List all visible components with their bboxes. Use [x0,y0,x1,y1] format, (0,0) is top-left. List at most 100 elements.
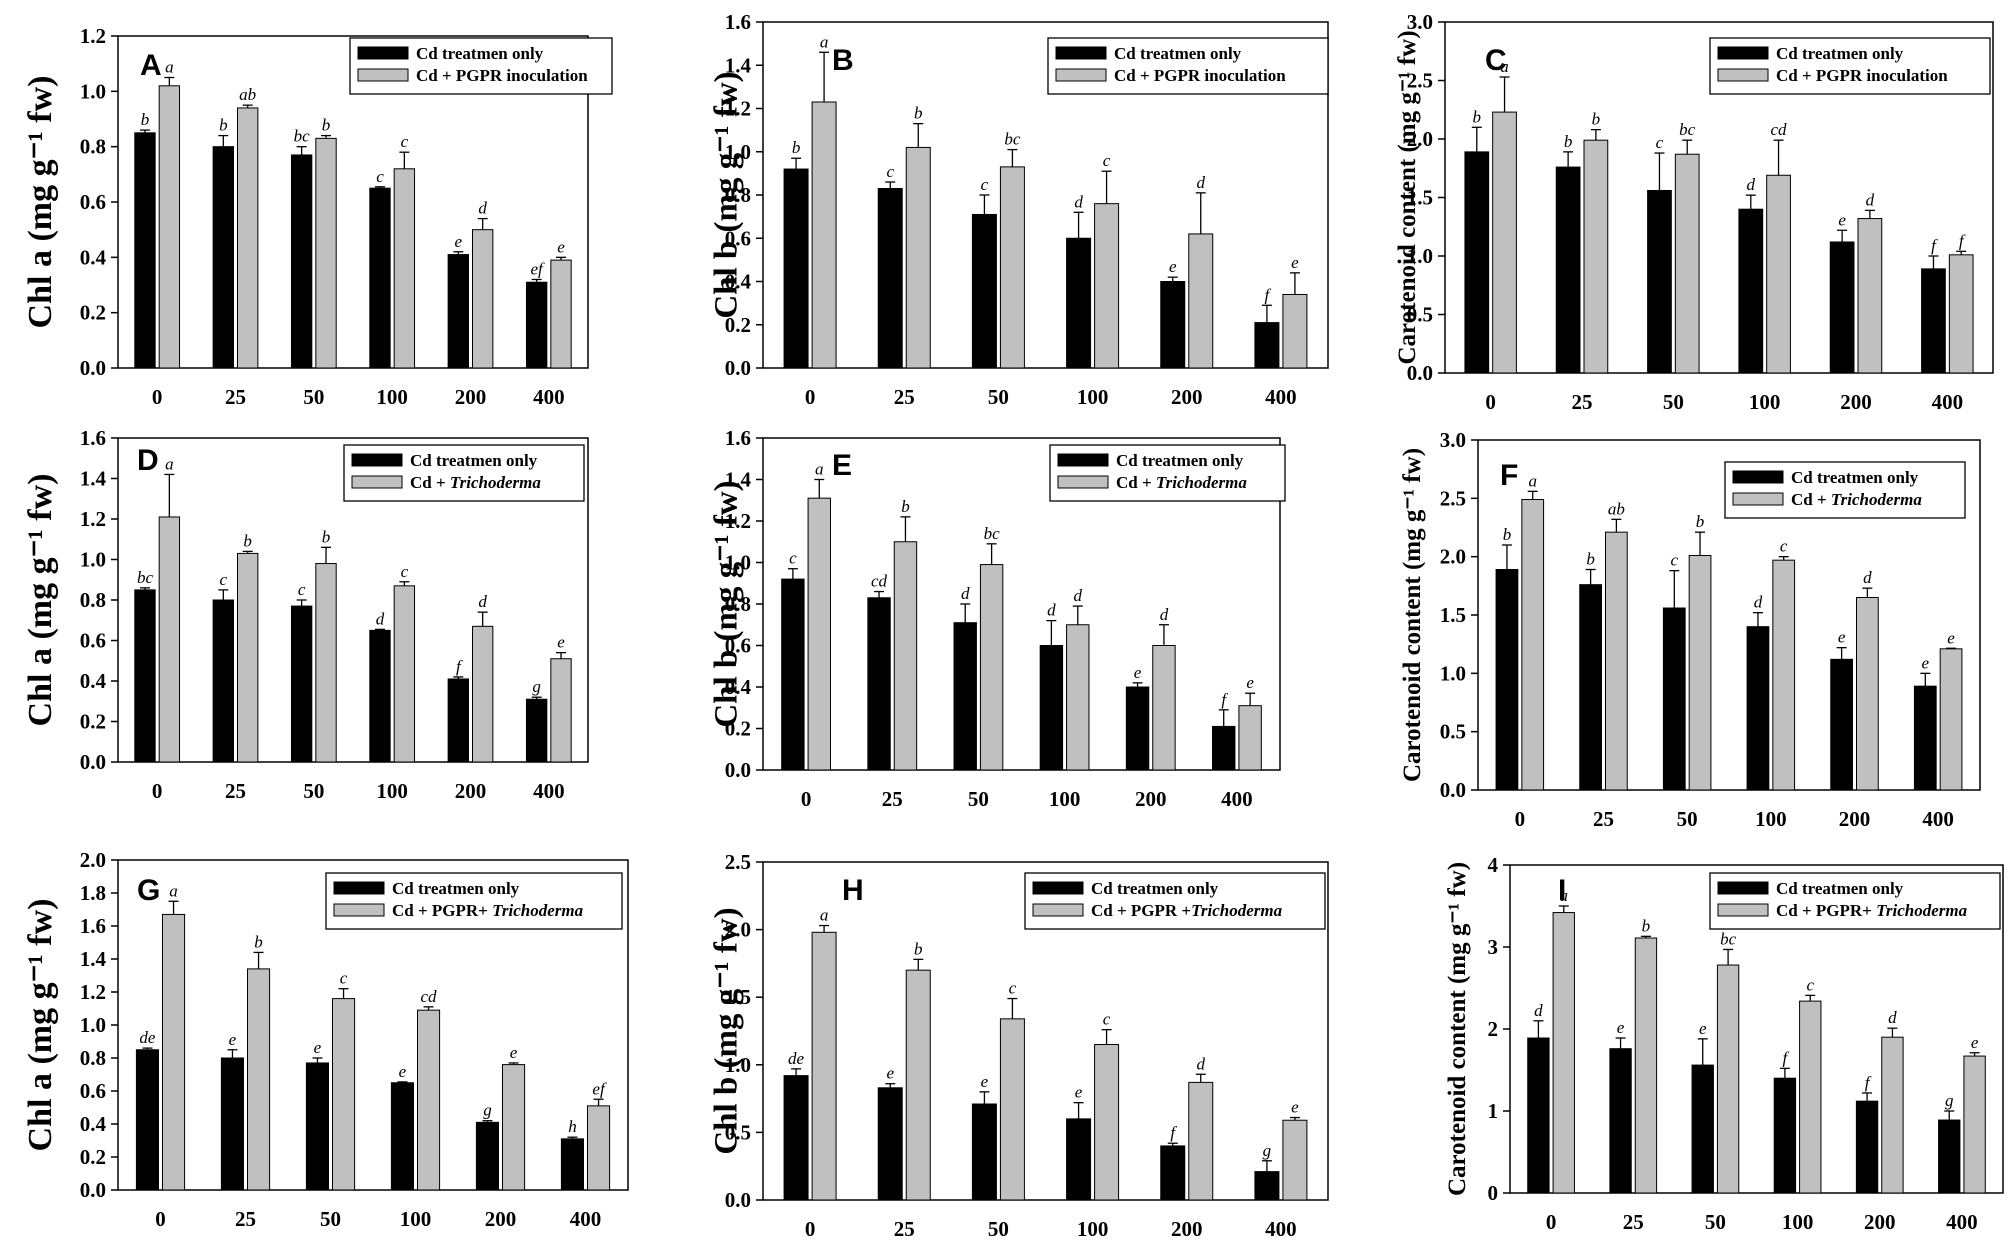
bar-cd-only [290,154,313,369]
x-tick-label: 400 [533,779,565,803]
legend-swatch [1717,881,1769,895]
panel-e: 0.0 0.2 0.4 0.6 0.8 1.0 1.2 1.4 1.6 Chl b (mg g⁻¹… [708,426,1286,811]
significance-letter: c [401,132,409,151]
legend-swatch [1732,492,1784,506]
significance-letter: e [981,1072,989,1091]
bar-treated [1066,624,1090,771]
significance-letter: a [1560,886,1569,905]
y-tick-label: 0.4 [80,1112,107,1136]
legend-swatch [357,68,409,82]
significance-letter: b [1696,512,1705,531]
significance-letter: d [376,609,385,628]
significance-letter: e [1291,253,1299,272]
y-tick-label: 0.8 [725,592,751,616]
significance-letter: g [483,1101,492,1120]
y-tick-label: 0.2 [80,1145,106,1169]
y-tick-label: 0.0 [80,356,106,380]
legend-swatch [1717,903,1769,917]
bar-treated [472,625,494,763]
significance-letter: c [1671,551,1679,570]
significance-letter: c [340,969,348,988]
bar-cd-only [971,1103,997,1201]
y-axis-label: Chl a (mg g⁻¹ fw) [22,899,59,1152]
y-tick-label: 1.6 [725,426,751,450]
significance-letter: e [399,1062,407,1081]
significance-letter: f [1221,690,1228,709]
bar-treated [1152,645,1176,771]
y-tick-label: 3.0 [1440,428,1466,452]
bar-cd-only [781,578,805,771]
significance-letter: b [792,138,801,157]
legend-label: Cd + PGPR inoculation [1114,66,1286,85]
x-tick-label: 400 [570,1207,602,1231]
significance-letter: d [1047,601,1056,620]
y-tick-label: 1.4 [80,467,107,491]
x-tick-label: 100 [376,779,408,803]
significance-letter: d [478,592,487,611]
significance-letter: c [1103,1010,1111,1029]
significance-letter: e [1838,210,1846,229]
bar-cd-only [1254,1171,1280,1201]
significance-letter: d [1197,173,1206,192]
significance-letter: ab [1608,499,1625,518]
bar-cd-only [212,146,234,369]
bar-treated [1188,1081,1214,1201]
y-tick-label: 0.8 [80,135,106,159]
bar-treated [417,1009,441,1191]
significance-letter: f [1170,1123,1177,1142]
y-tick-label: 0.0 [725,356,751,380]
x-tick-label: 400 [1946,1210,1978,1234]
bar-cd-only [220,1057,244,1191]
x-tick-label: 50 [1663,390,1684,414]
y-tick-label: 1.0 [80,79,106,103]
bar-treated [247,968,271,1191]
legend-swatch [1057,453,1109,467]
bar-cd-only [1662,607,1686,791]
y-axis-label: Chl a (mg g⁻¹ fw) [22,76,59,329]
y-tick-label: 0.6 [80,1079,106,1103]
significance-letter: e [510,1043,518,1062]
significance-letter: h [568,1117,577,1136]
y-tick-label: 0.8 [80,588,106,612]
legend-swatch [333,903,385,917]
y-axis-label: Carotenoid content (mg g⁻¹ fw) [1444,862,1471,1196]
bar-cd-only [867,597,891,771]
x-tick-label: 400 [1221,787,1253,811]
y-tick-label: 0.4 [725,675,752,699]
x-tick-label: 0 [155,1207,166,1231]
x-tick-label: 25 [225,779,246,803]
bar-treated [315,563,337,763]
y-tick-label: 1.2 [80,507,106,531]
x-tick-label: 400 [1932,390,1964,414]
x-tick-label: 0 [1515,807,1526,831]
y-tick-label: 0.0 [725,758,751,782]
significance-letter: bc [984,524,1001,543]
legend-swatch [1032,881,1084,895]
y-tick-label: 1.6 [80,914,106,938]
legend-swatch [351,453,403,467]
x-tick-label: 0 [152,779,163,803]
bar-cd-only [953,622,977,771]
panel-label: A [140,49,162,82]
panel-label: F [1500,459,1518,492]
significance-letter: e [1838,628,1846,647]
significance-letter: c [1806,975,1814,994]
legend: Cd treatmen only Cd + PGPR+ Trichoderma [1709,872,2001,930]
x-tick-label: 50 [303,779,324,803]
legend-label: Cd + PGPR inoculation [1776,66,1948,85]
significance-letter: e [1134,663,1142,682]
x-tick-label: 100 [1077,1217,1109,1241]
bar-cd-only [560,1138,585,1191]
bar-treated [1948,254,1974,374]
significance-letter: b [219,116,228,135]
bar-cd-only [1913,685,1937,791]
legend-label: Cd + PGPR +Trichoderma [1091,901,1283,920]
significance-letter: d [1747,175,1756,194]
y-tick-label: 2.5 [1407,69,1433,93]
bar-treated [905,969,931,1201]
legend: Cd treatmen only Cd + PGPR inoculation [1047,37,1329,95]
y-tick-label: 0.8 [725,183,751,207]
legend-label: Cd + PGPR inoculation [416,66,588,85]
